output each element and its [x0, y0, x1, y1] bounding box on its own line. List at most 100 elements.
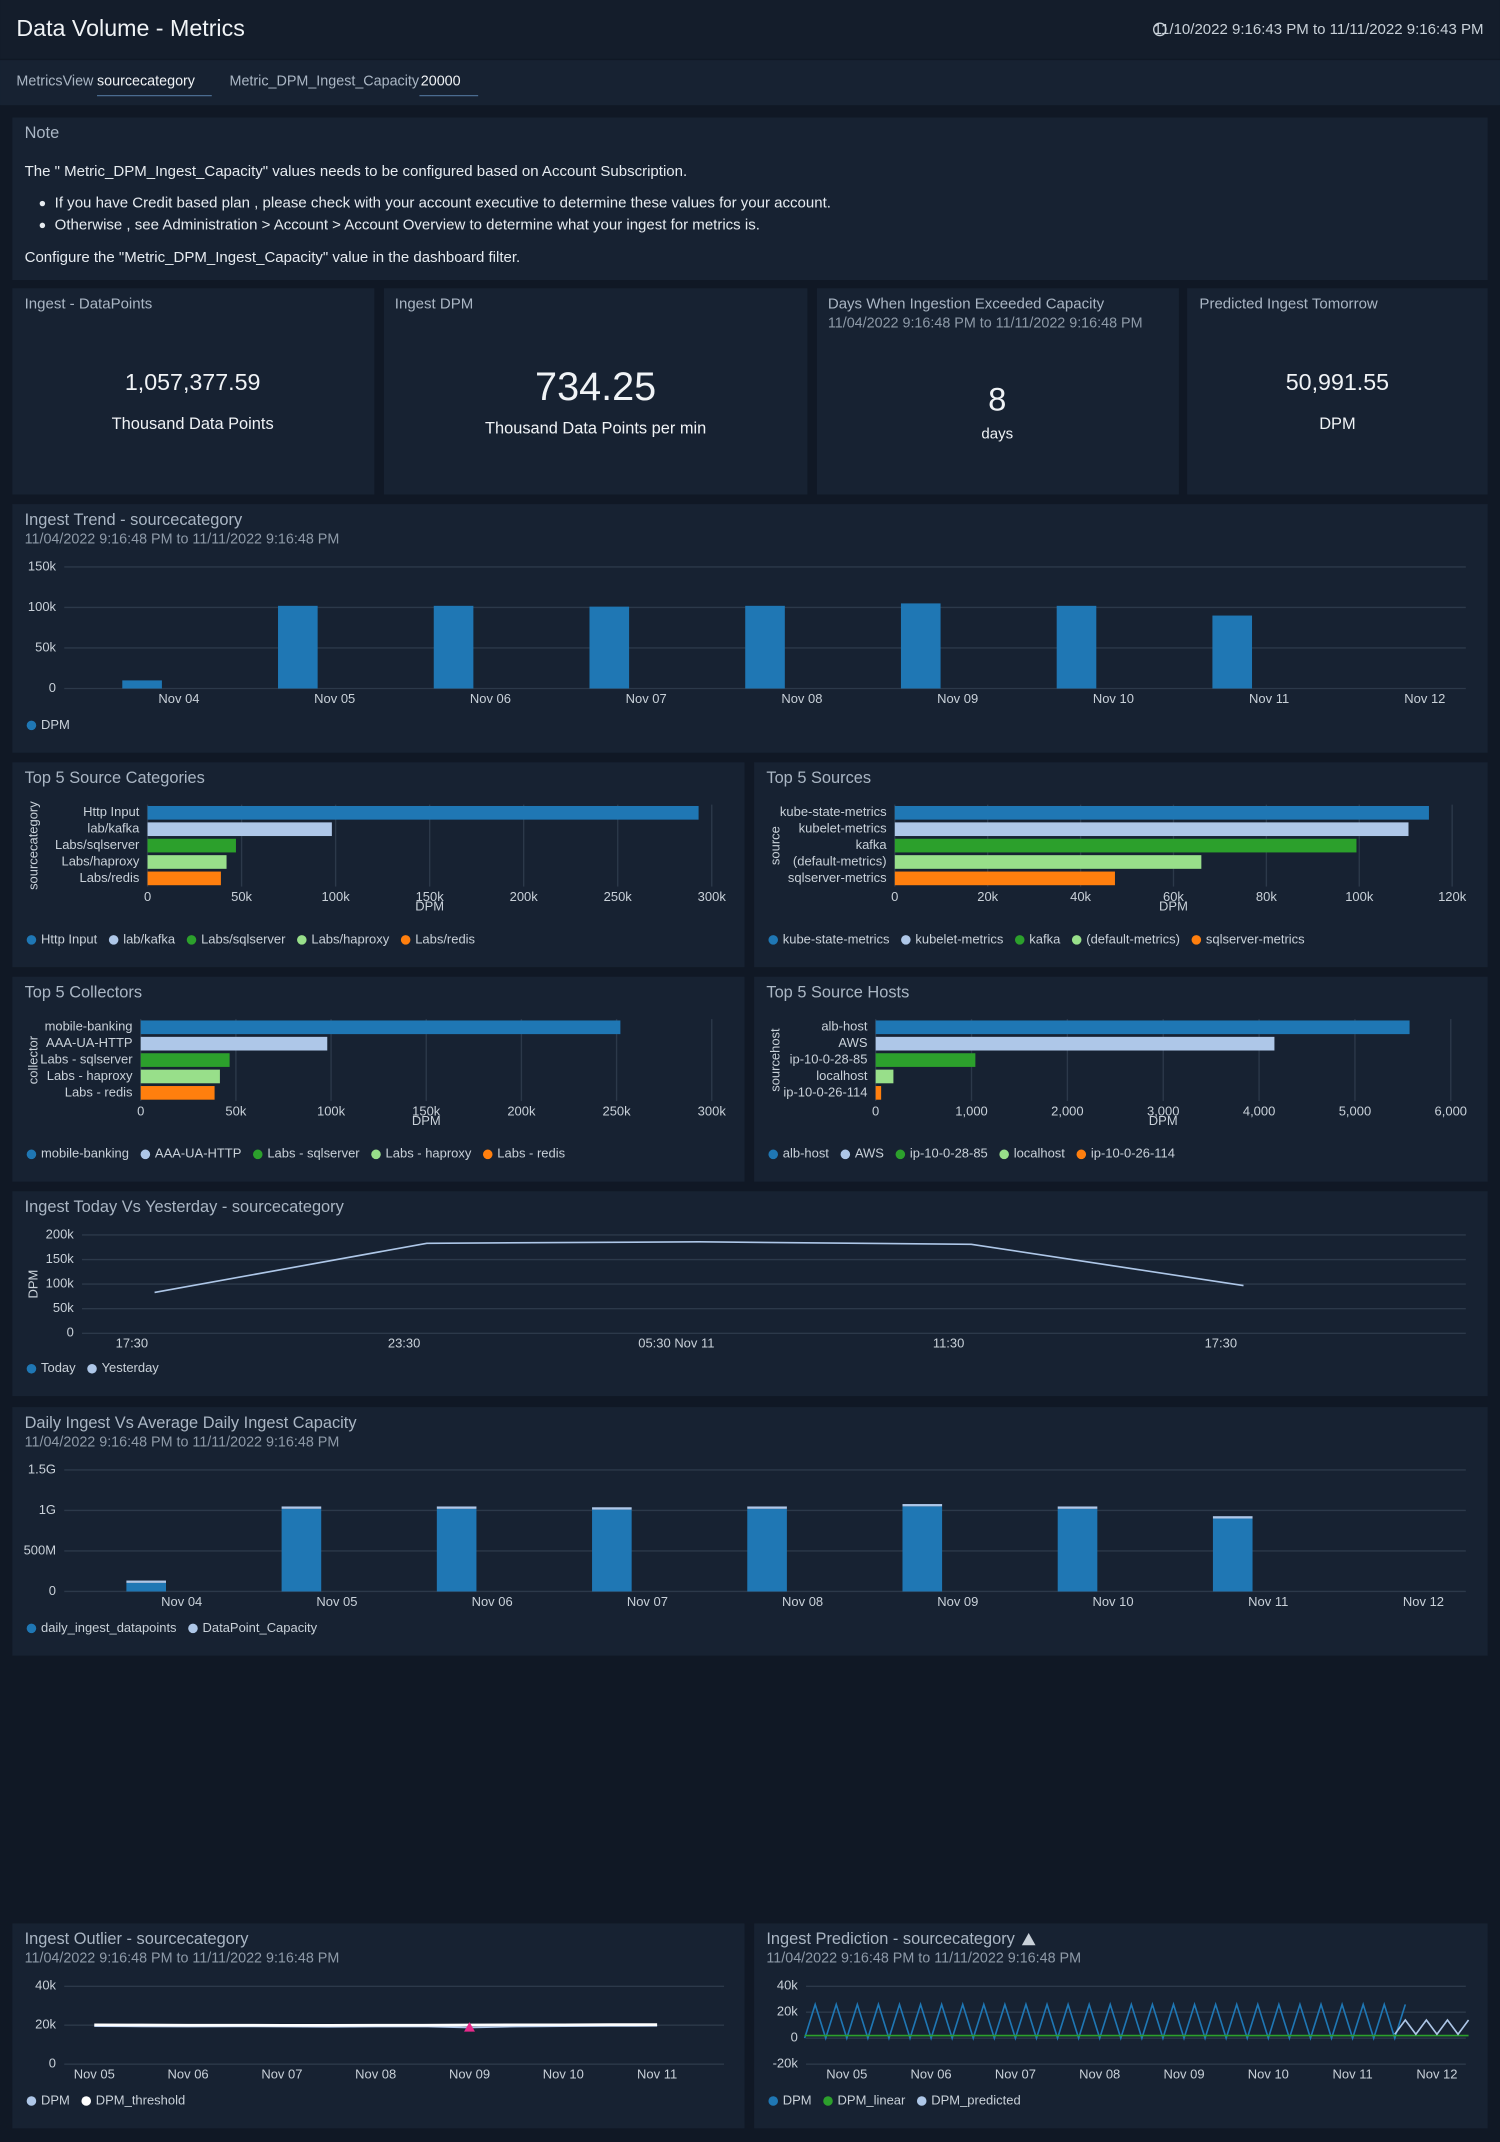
legend-label: alb-host — [783, 1146, 830, 1161]
y-axis-label: DPM — [26, 1270, 41, 1299]
y-tick-label: Labs/redis — [80, 870, 140, 885]
panel-title: Ingest Today Vs Yesterday - sourcecatego… — [25, 1198, 345, 1216]
filter-value[interactable]: 20000 — [421, 74, 461, 90]
stat-panel — [816, 288, 1179, 495]
legend-swatch — [400, 935, 411, 945]
x-tick-label: Nov 11 — [1249, 691, 1289, 706]
legend-swatch — [1191, 935, 1202, 945]
bar — [894, 871, 1115, 886]
x-tick-label: 1,000 — [955, 1103, 987, 1118]
legend-swatch — [895, 1149, 906, 1160]
x-tick-label: 50k — [225, 1103, 246, 1118]
y-tick-label: localhost — [816, 1068, 868, 1083]
x-axis-label: DPM — [1159, 898, 1188, 913]
line — [154, 1240, 1244, 1294]
legend-label: ip-10-0-26-114 — [1091, 1146, 1175, 1161]
x-tick-label: 200k — [507, 1103, 536, 1118]
bar — [592, 1507, 632, 1510]
x-tick-label: Nov 08 — [1079, 2066, 1120, 2081]
y-tick-label: Labs - redis — [65, 1084, 133, 1099]
bar — [894, 838, 1357, 853]
note-title: Note — [25, 124, 60, 142]
y-tick-label: 0 — [791, 2030, 798, 2045]
y-tick-label: Labs/sqlserver — [55, 837, 140, 852]
bar — [747, 1508, 787, 1592]
legend-swatch — [26, 1364, 37, 1374]
panel-title: Top 5 Source Categories — [25, 769, 205, 787]
bar — [140, 1069, 220, 1084]
y-tick-label: -20k — [773, 2056, 799, 2071]
x-tick-label: Nov 08 — [355, 2066, 396, 2081]
bullet — [39, 222, 46, 229]
x-tick-label: 250k — [603, 1103, 632, 1118]
panel-title: Ingest Outlier - sourcecategory — [25, 1930, 250, 1948]
line — [803, 2001, 1407, 2041]
bar — [126, 1580, 167, 1583]
x-tick-label: Nov 04 — [161, 1594, 202, 1609]
clock-icon — [1152, 22, 1167, 37]
bar — [875, 1036, 1275, 1051]
bar — [122, 680, 162, 689]
bar — [900, 603, 941, 689]
x-tick-label: Nov 11 — [637, 2066, 677, 2081]
legend-swatch — [1014, 935, 1025, 945]
x-tick-label: 200k — [510, 889, 539, 904]
y-tick-label: ip-10-0-28-85 — [790, 1051, 868, 1066]
note-bullet: If you have Credit based plan , please c… — [55, 195, 831, 212]
time-range[interactable]: 11/10/2022 9:16:43 PM to 11/11/2022 9:16… — [1154, 21, 1484, 38]
legend-label: Yesterday — [102, 1360, 160, 1375]
legend-label: AWS — [855, 1146, 884, 1161]
line — [94, 2023, 658, 2027]
x-tick-label: 23:30 — [388, 1336, 420, 1351]
filter-bar — [0, 60, 1500, 106]
x-tick-label: 150k — [416, 889, 445, 904]
stat-title: Predicted Ingest Tomorrow — [1199, 296, 1377, 313]
y-tick-label: 40k — [35, 1978, 56, 1993]
legend-swatch — [823, 2096, 833, 2106]
stat-unit: days — [981, 425, 1013, 442]
stat-panel — [383, 288, 808, 495]
stat-panel — [1187, 288, 1488, 495]
legend-label: Labs/redis — [415, 931, 475, 946]
x-tick-label: Nov 04 — [158, 691, 199, 706]
y-tick-label: Labs - haproxy — [47, 1068, 133, 1083]
stat-title: Ingest - DataPoints — [25, 296, 153, 313]
panel-subtitle: 11/04/2022 9:16:48 PM to 11/11/2022 9:16… — [25, 531, 340, 547]
y-tick-label: 40k — [777, 1978, 798, 1993]
bar — [875, 1086, 882, 1100]
bar — [875, 1069, 894, 1084]
legend-swatch — [297, 935, 307, 945]
y-tick-label: 100k — [28, 599, 57, 614]
bar — [902, 1506, 943, 1592]
bar — [592, 1509, 632, 1592]
bar — [140, 1053, 230, 1067]
y-tick-label: kafka — [856, 837, 888, 852]
legend-label: Labs/sqlserver — [201, 931, 286, 946]
x-tick-label: 11:30 — [933, 1336, 965, 1351]
legend-swatch — [916, 2096, 927, 2106]
note-bullet: Otherwise , see Administration > Account… — [55, 216, 760, 233]
x-tick-label: 0 — [872, 1103, 879, 1118]
filter-value[interactable]: sourcecategory — [97, 74, 196, 90]
legend-swatch — [371, 1149, 381, 1160]
x-axis-label: DPM — [1149, 1113, 1178, 1128]
panel — [754, 1923, 1488, 2129]
legend-label: DPM_linear — [838, 2092, 906, 2107]
filter-label: Metric_DPM_Ingest_Capacity — [230, 74, 420, 90]
legend-label: AAA-UA-HTTP — [155, 1146, 241, 1161]
legend-label: (default-metrics) — [1086, 931, 1180, 946]
x-tick-label: Nov 10 — [1248, 2066, 1289, 2081]
y-tick-label: alb-host — [821, 1019, 868, 1034]
legend-swatch — [26, 1623, 37, 1634]
x-tick-label: 05:30 Nov 11 — [638, 1336, 714, 1351]
x-tick-label: Nov 07 — [995, 2066, 1036, 2081]
x-tick-label: Nov 07 — [626, 691, 667, 706]
x-tick-label: 0 — [137, 1103, 144, 1118]
x-tick-label: 5,000 — [1339, 1103, 1371, 1118]
y-tick-label: 20k — [35, 2017, 56, 2032]
stat-subtitle: 11/04/2022 9:16:48 PM to 11/11/2022 9:16… — [828, 316, 1143, 332]
y-axis-label: sourcecategory — [26, 801, 41, 890]
y-tick-label: 0 — [49, 2056, 56, 2071]
x-tick-label: 17:30 — [116, 1336, 148, 1351]
